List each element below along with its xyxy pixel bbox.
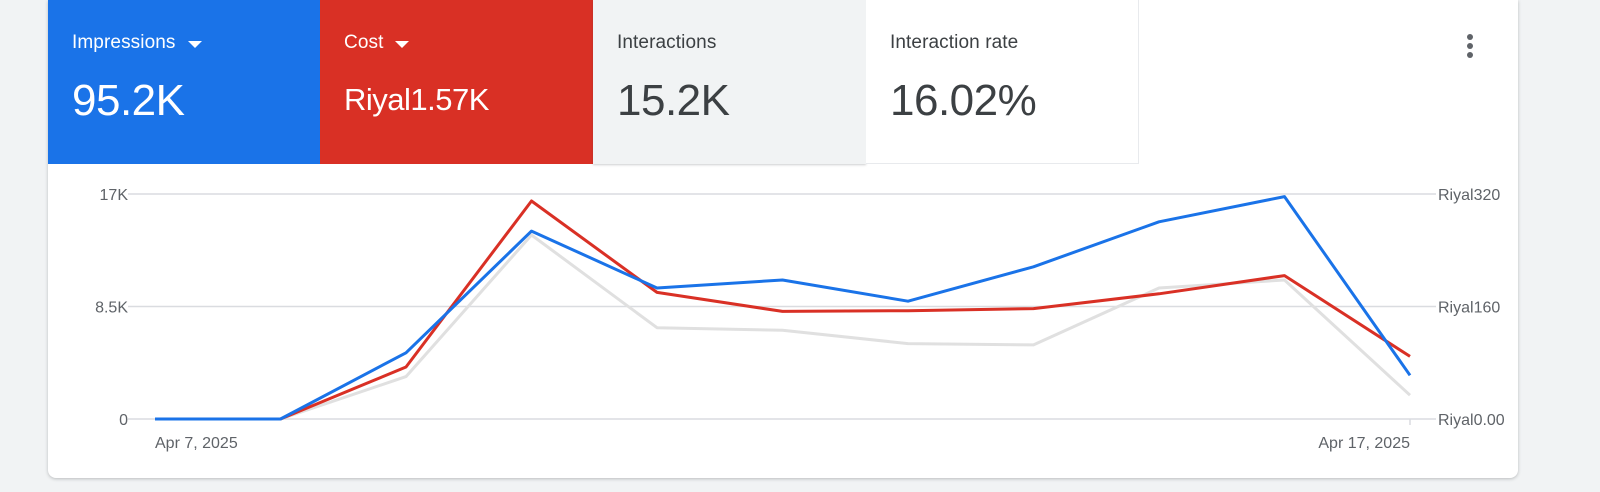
x-tick-label: Apr 17, 2025 <box>1318 435 1410 452</box>
metric-label-cost[interactable]: Cost <box>344 30 569 56</box>
y-left-tick-label: 8.5K <box>95 300 128 317</box>
interactions-label: Interactions <box>617 32 717 53</box>
metric-tile-impressions[interactable]: Impressions 95.2K <box>48 0 320 164</box>
more-vert-icon <box>1467 34 1473 40</box>
impressions-label-text: Impressions <box>72 32 176 53</box>
y-right-tick-label: Riyal160 <box>1438 300 1500 317</box>
series-line-1 <box>155 199 1411 421</box>
series-line-0 <box>155 195 1412 421</box>
more-vert-icon-dot <box>1467 52 1473 58</box>
interaction-rate-value: 16.02% <box>890 76 1037 125</box>
line-chart: 0 Riyal0.00 8.5K Riyal160 17K Riyal320 Apr 7, … <box>95 187 1505 452</box>
metric-tile-interaction-rate[interactable]: Interaction rate 16.02% <box>866 0 1139 164</box>
dropdown-arrow-icon[interactable] <box>187 40 202 48</box>
x-tick-label: Apr 7, 2025 <box>155 435 238 452</box>
metric-tile-interactions[interactable]: Interactions 15.2K <box>593 0 866 164</box>
dropdown-arrow-icon[interactable] <box>395 40 410 48</box>
y-right-tick-label: Riyal0.00 <box>1438 412 1505 429</box>
more-vert-icon-dot <box>1467 43 1473 49</box>
interaction-rate-label: Interaction rate <box>890 32 1019 53</box>
cost-label-text: Cost <box>344 32 384 53</box>
metric-tile-cost[interactable]: Cost Riyal1.57K <box>320 0 593 164</box>
metric-tiles: Impressions 95.2K Cost Riyal1.57K Intera… <box>48 0 1139 164</box>
impressions-value: 95.2K <box>72 76 185 125</box>
cost-value: Riyal1.57K <box>344 82 489 117</box>
y-right-tick-label: Riyal320 <box>1438 187 1500 204</box>
more-options-button[interactable] <box>1454 26 1486 66</box>
interactions-value: 15.2K <box>617 76 730 125</box>
metric-label-impressions[interactable]: Impressions <box>72 30 296 56</box>
y-left-tick-label: 0 <box>119 412 128 429</box>
performance-card: Impressions 95.2K Cost Riyal1.57K Intera… <box>48 0 1518 478</box>
y-left-tick-label: 17K <box>100 187 129 204</box>
series-line-2 <box>155 233 1412 421</box>
